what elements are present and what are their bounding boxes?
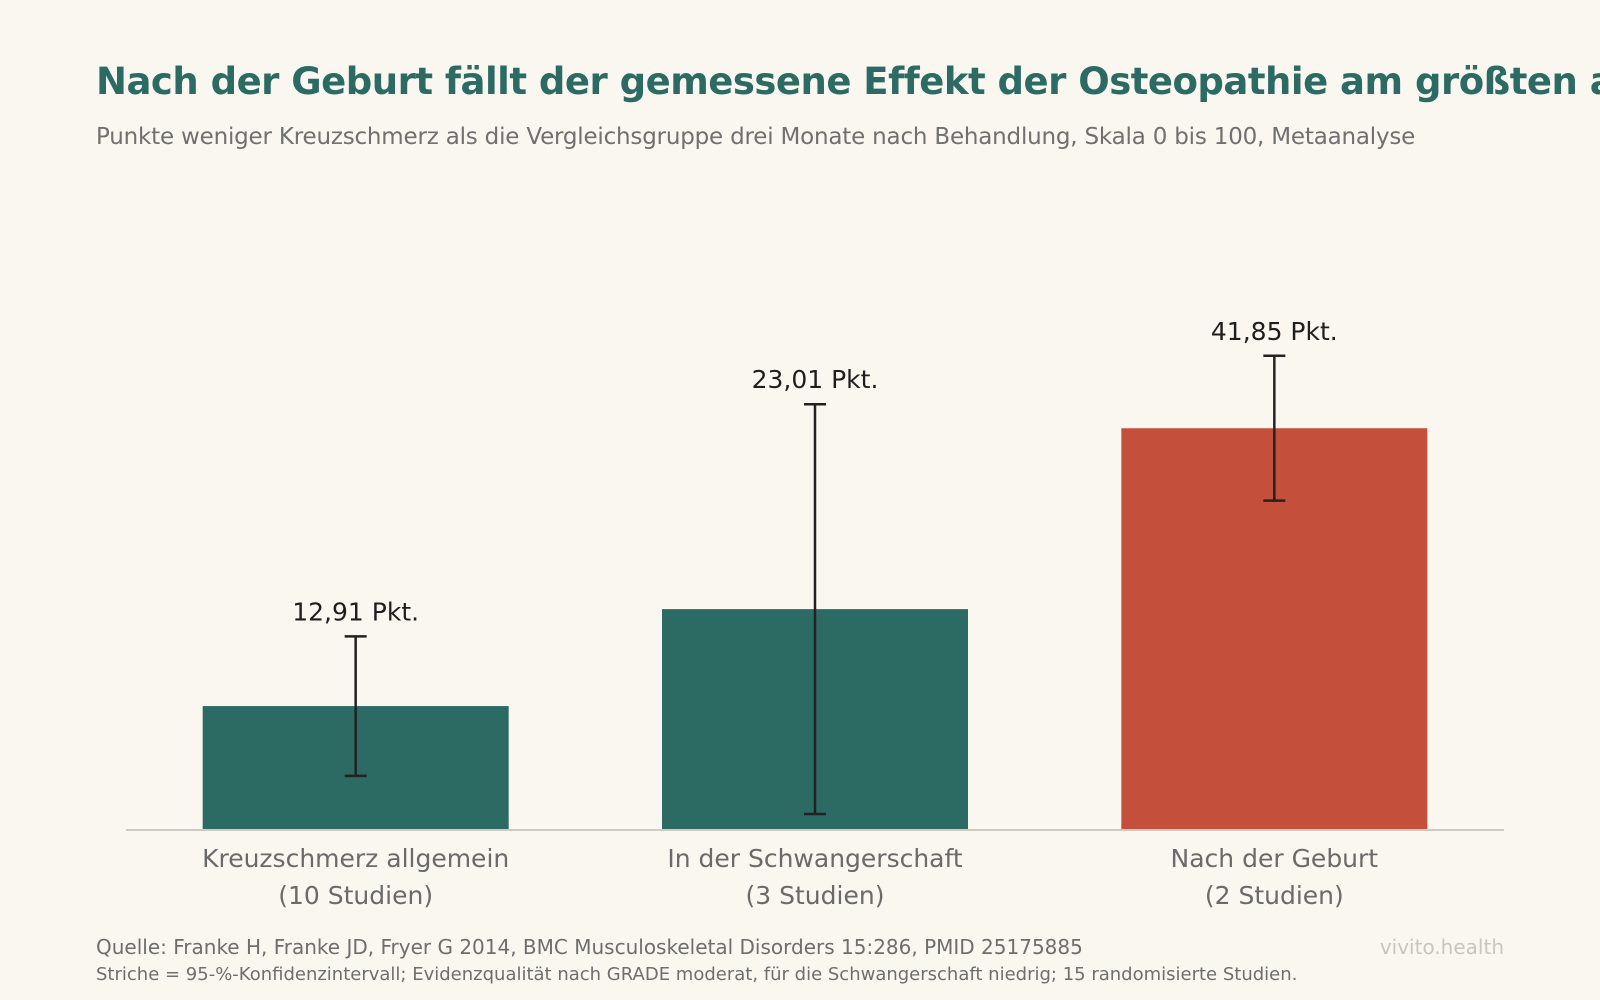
category-label-3-line-2: (2 Studien) xyxy=(1205,881,1344,910)
category-label-1-line-1: Kreuzschmerz allgemein xyxy=(202,844,509,873)
ci-note: Striche = 95-%-Konfidenzintervall; Evide… xyxy=(96,964,1298,985)
chart-subtitle: Punkte weniger Kreuzschmerz als die Verg… xyxy=(96,124,1416,150)
brand-watermark: vivito.health xyxy=(1379,935,1504,959)
chart-title: Nach der Geburt fällt der gemessene Effe… xyxy=(96,60,1600,103)
value-label-2: 23,01 Pkt. xyxy=(752,365,879,394)
value-label-3: 41,85 Pkt. xyxy=(1211,317,1338,346)
source-note: Quelle: Franke H, Franke JD, Fryer G 201… xyxy=(96,935,1083,959)
category-label-1-line-2: (10 Studien) xyxy=(278,881,433,910)
category-label-3-line-1: Nach der Geburt xyxy=(1171,844,1379,873)
value-label-1: 12,91 Pkt. xyxy=(292,597,419,626)
category-label-2-line-1: In der Schwangerschaft xyxy=(667,844,963,873)
category-label-2-line-2: (3 Studien) xyxy=(746,881,885,910)
